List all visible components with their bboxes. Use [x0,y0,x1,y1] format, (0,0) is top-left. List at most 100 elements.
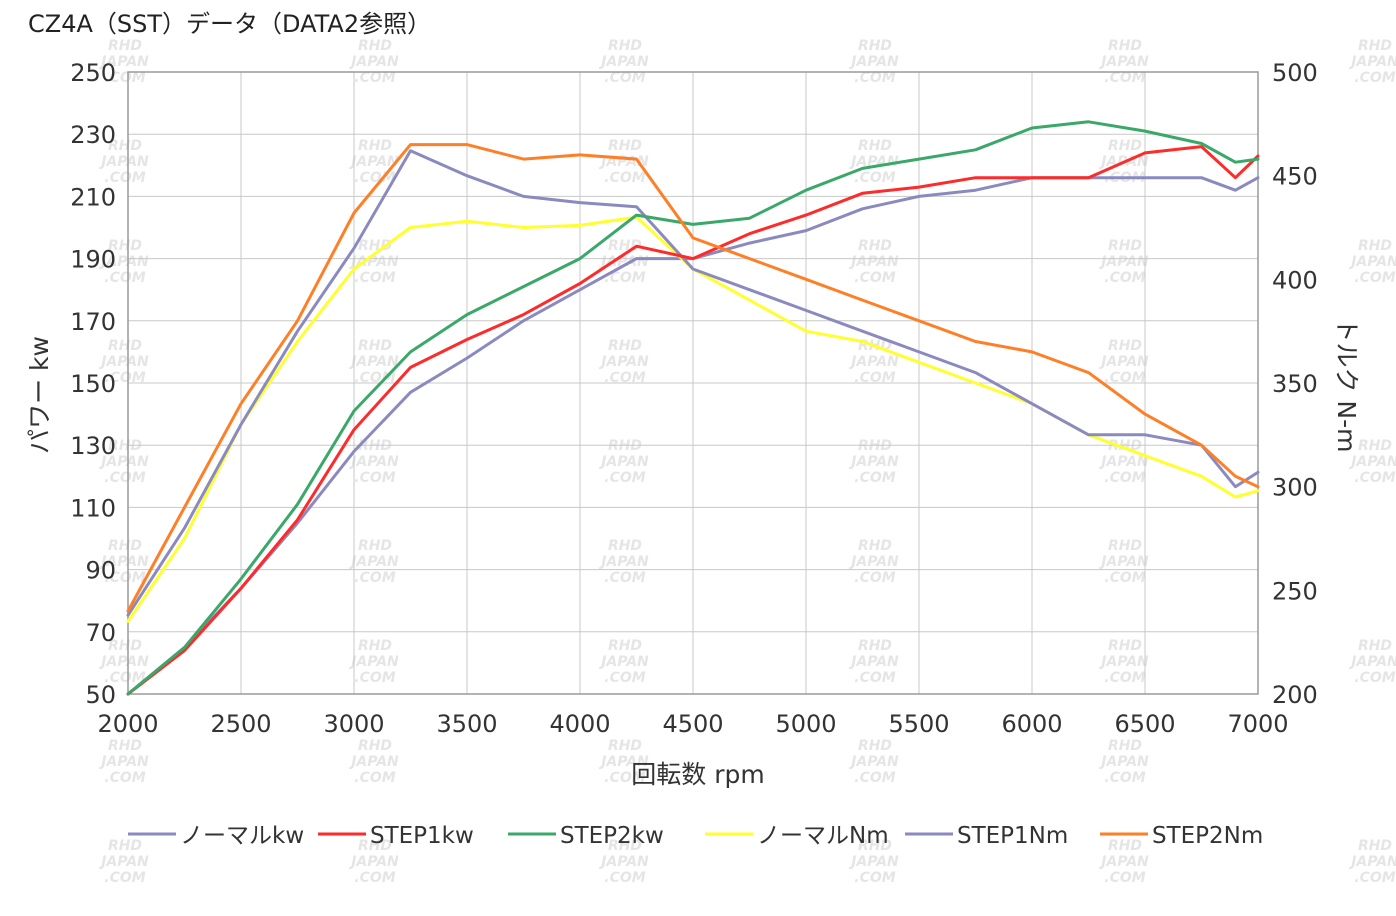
legend-item: ノーマルNm [705,823,889,849]
watermark-text: RHD [358,138,392,154]
watermark-text: .COM [1354,870,1395,886]
watermark-text: JAPAN [598,54,649,70]
x-tick-label: 6500 [1114,710,1175,738]
watermark-text: RHD [108,238,142,254]
watermark-text: .COM [104,570,145,586]
watermark-text: JAPAN [1098,254,1149,270]
watermark-text: RHD [858,738,892,754]
watermark-text: .COM [854,170,895,186]
watermark-text: RHD [108,138,142,154]
watermark-text: .COM [854,770,895,786]
watermark-text: .COM [604,70,645,86]
watermark-text: RHD [108,638,142,654]
watermark-text: RHD [858,538,892,554]
y-left-tick-label: 50 [85,681,116,709]
watermark-text: RHD [1108,38,1142,54]
watermark-text: JAPAN [1098,554,1149,570]
watermark-text: .COM [104,770,145,786]
watermark-text: .COM [1354,470,1395,486]
watermark-text: JAPAN [848,854,899,870]
watermark-text: JAPAN [348,654,399,670]
watermark-text: .COM [104,870,145,886]
watermark-text: .COM [354,370,395,386]
watermark-text: .COM [854,870,895,886]
y-left-tick-label: 190 [70,246,116,274]
watermark-text: JAPAN [848,54,899,70]
watermark-text: RHD [858,238,892,254]
watermark-text: JAPAN [98,654,149,670]
series-line-2 [126,145,1260,696]
y-right-tick-label: 250 [1272,577,1318,605]
watermark-text: .COM [104,470,145,486]
watermark-text: .COM [354,770,395,786]
legend-label: STEP2kw [560,823,664,849]
watermark-text: .COM [1104,570,1145,586]
y-left-tick-label: 130 [70,432,116,460]
x-tick-label: 6000 [1001,710,1062,738]
watermark-text: .COM [354,870,395,886]
series-line-1 [126,176,1260,696]
legend-item: ノーマルkw [128,823,304,849]
watermark-text: .COM [604,870,645,886]
watermark-text: RHD [358,838,392,854]
watermark-text: JAPAN [598,354,649,370]
watermark-text: JAPAN [348,454,399,470]
watermark-text: RHD [608,138,642,154]
x-tick-label: 3000 [323,710,384,738]
watermark-text: .COM [604,770,645,786]
y-left-tick-label: 230 [70,121,116,149]
watermark-text: RHD [858,838,892,854]
watermark-text: JAPAN [98,854,149,870]
legend-item: STEP2kw [508,823,664,849]
watermark-text: RHD [608,738,642,754]
legend-item: STEP2Nm [1100,823,1263,849]
watermark-text: RHD [108,438,142,454]
series-line-4 [126,215,1260,623]
y-axis-right-ticks: 200 250 300 350 400 450 500 [1272,59,1318,709]
watermark-text: RHD [358,38,392,54]
x-axis-title: 回転数 rpm [631,760,764,789]
watermark-text: JAPAN [348,554,399,570]
x-axis-ticks: 2000 2500 3000 3500 4000 4500 5000 5500 6000 6500… [97,710,1288,738]
watermark-text: .COM [1104,670,1145,686]
watermark-text: .COM [354,570,395,586]
watermark-text: RHD [1358,638,1392,654]
watermark-text: RHD [608,538,642,554]
series-line-5 [126,149,1260,617]
watermark-text: RHD [1108,738,1142,754]
watermark-text: .COM [354,470,395,486]
watermark-text: .COM [354,170,395,186]
watermark-text: JAPAN [1098,654,1149,670]
watermark-text: .COM [1354,670,1395,686]
watermark-text: RHD [608,438,642,454]
watermark-text: RHD [108,38,142,54]
watermark-text: .COM [604,170,645,186]
watermark-text: .COM [604,670,645,686]
watermark-text: JAPAN [348,254,399,270]
watermark-text: JAPAN [848,654,899,670]
legend-label: ノーマルNm [757,823,889,849]
watermark-text: .COM [1104,370,1145,386]
